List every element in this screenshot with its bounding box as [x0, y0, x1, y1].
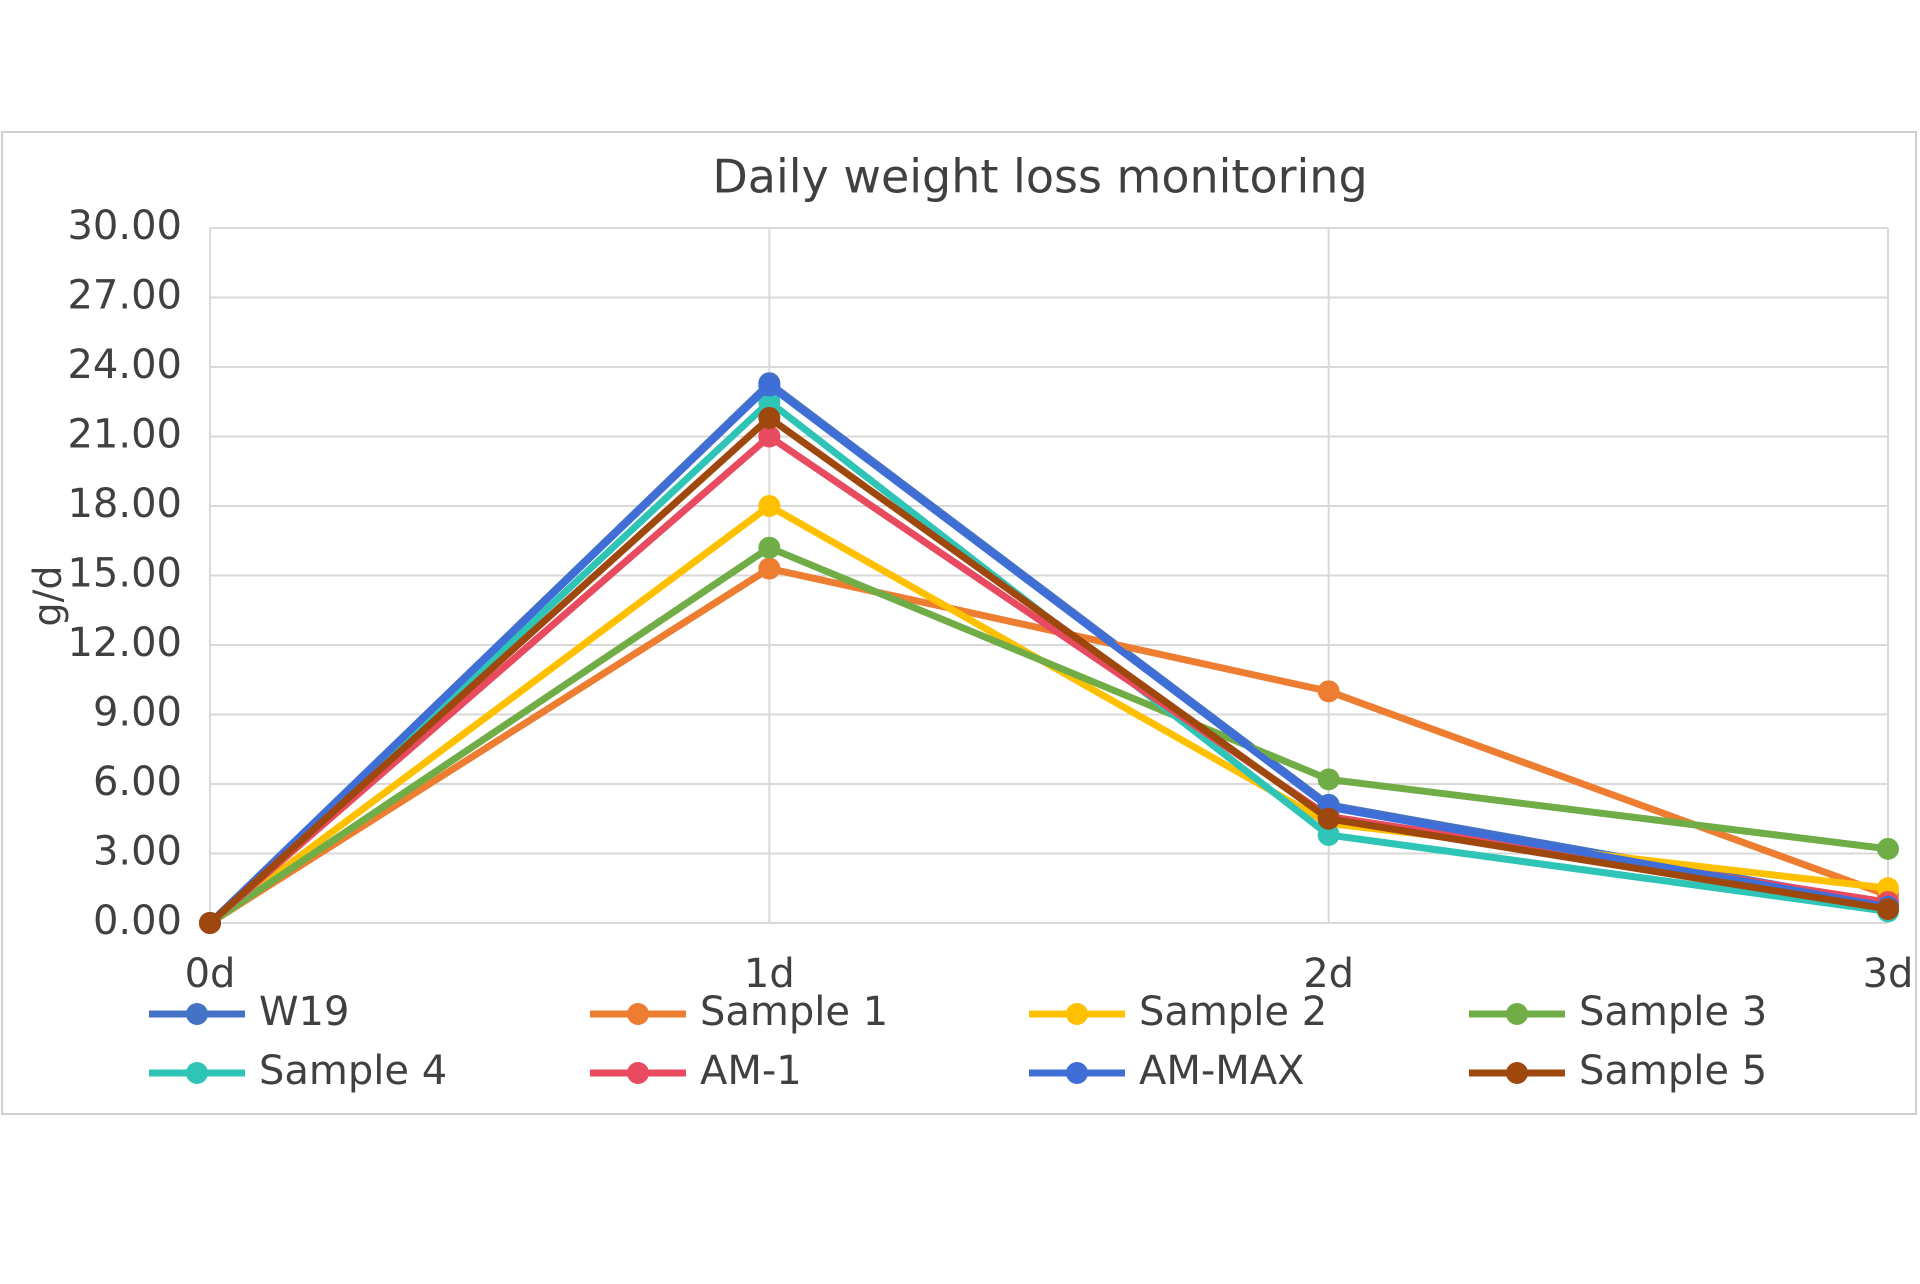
data-point — [758, 557, 781, 580]
data-point — [758, 406, 781, 429]
legend-marker — [1506, 1062, 1528, 1084]
x-tick-label: 0d — [185, 951, 236, 997]
legend-marker — [1066, 1003, 1088, 1025]
legend-marker — [627, 1062, 649, 1084]
legend-label: Sample 4 — [259, 1048, 447, 1094]
y-tick-label: 21.00 — [67, 412, 182, 458]
y-tick-label: 0.00 — [93, 898, 182, 944]
y-tick-label: 27.00 — [67, 273, 182, 319]
y-tick-label: 9.00 — [93, 690, 182, 736]
y-tick-label: 6.00 — [93, 759, 182, 805]
y-tick-label: 30.00 — [67, 203, 182, 249]
legend-label: AM-1 — [700, 1048, 802, 1094]
legend-marker — [186, 1003, 208, 1025]
legend-label: AM-MAX — [1139, 1048, 1305, 1094]
x-tick-label: 1d — [744, 951, 795, 997]
legend-label: Sample 5 — [1579, 1048, 1767, 1094]
data-point — [1877, 898, 1899, 921]
y-tick-label: 15.00 — [67, 551, 182, 597]
y-tick-label: 3.00 — [93, 829, 182, 875]
y-tick-label: 24.00 — [67, 342, 182, 388]
legend-label: Sample 2 — [1139, 989, 1327, 1035]
data-point — [1877, 837, 1899, 860]
data-point — [758, 536, 781, 559]
data-point — [199, 912, 221, 934]
series-line — [207, 414, 1889, 926]
data-point — [1317, 768, 1340, 791]
x-tick-label: 2d — [1303, 951, 1354, 997]
legend-marker — [1506, 1003, 1528, 1025]
legend-marker — [1066, 1062, 1088, 1084]
data-point — [758, 425, 781, 448]
data-point — [1317, 680, 1340, 703]
legend-label: Sample 1 — [700, 989, 888, 1035]
series-line — [208, 544, 1889, 926]
chart-title: Daily weight loss monitoring — [712, 150, 1367, 204]
x-tick-label: 3d — [1863, 951, 1914, 997]
legend-label: Sample 3 — [1579, 989, 1767, 1035]
data-point — [758, 495, 781, 517]
y-tick-label: 18.00 — [67, 481, 182, 527]
legend-label: W19 — [259, 989, 349, 1035]
legend-marker — [186, 1062, 208, 1084]
legend-marker — [627, 1003, 649, 1025]
data-point — [758, 374, 781, 397]
y-axis-label: g/d — [26, 565, 70, 626]
data-point — [758, 390, 781, 413]
data-point — [1317, 823, 1340, 846]
y-tick-label: 12.00 — [67, 620, 182, 666]
series-line — [207, 382, 1889, 926]
data-point — [1317, 807, 1340, 830]
